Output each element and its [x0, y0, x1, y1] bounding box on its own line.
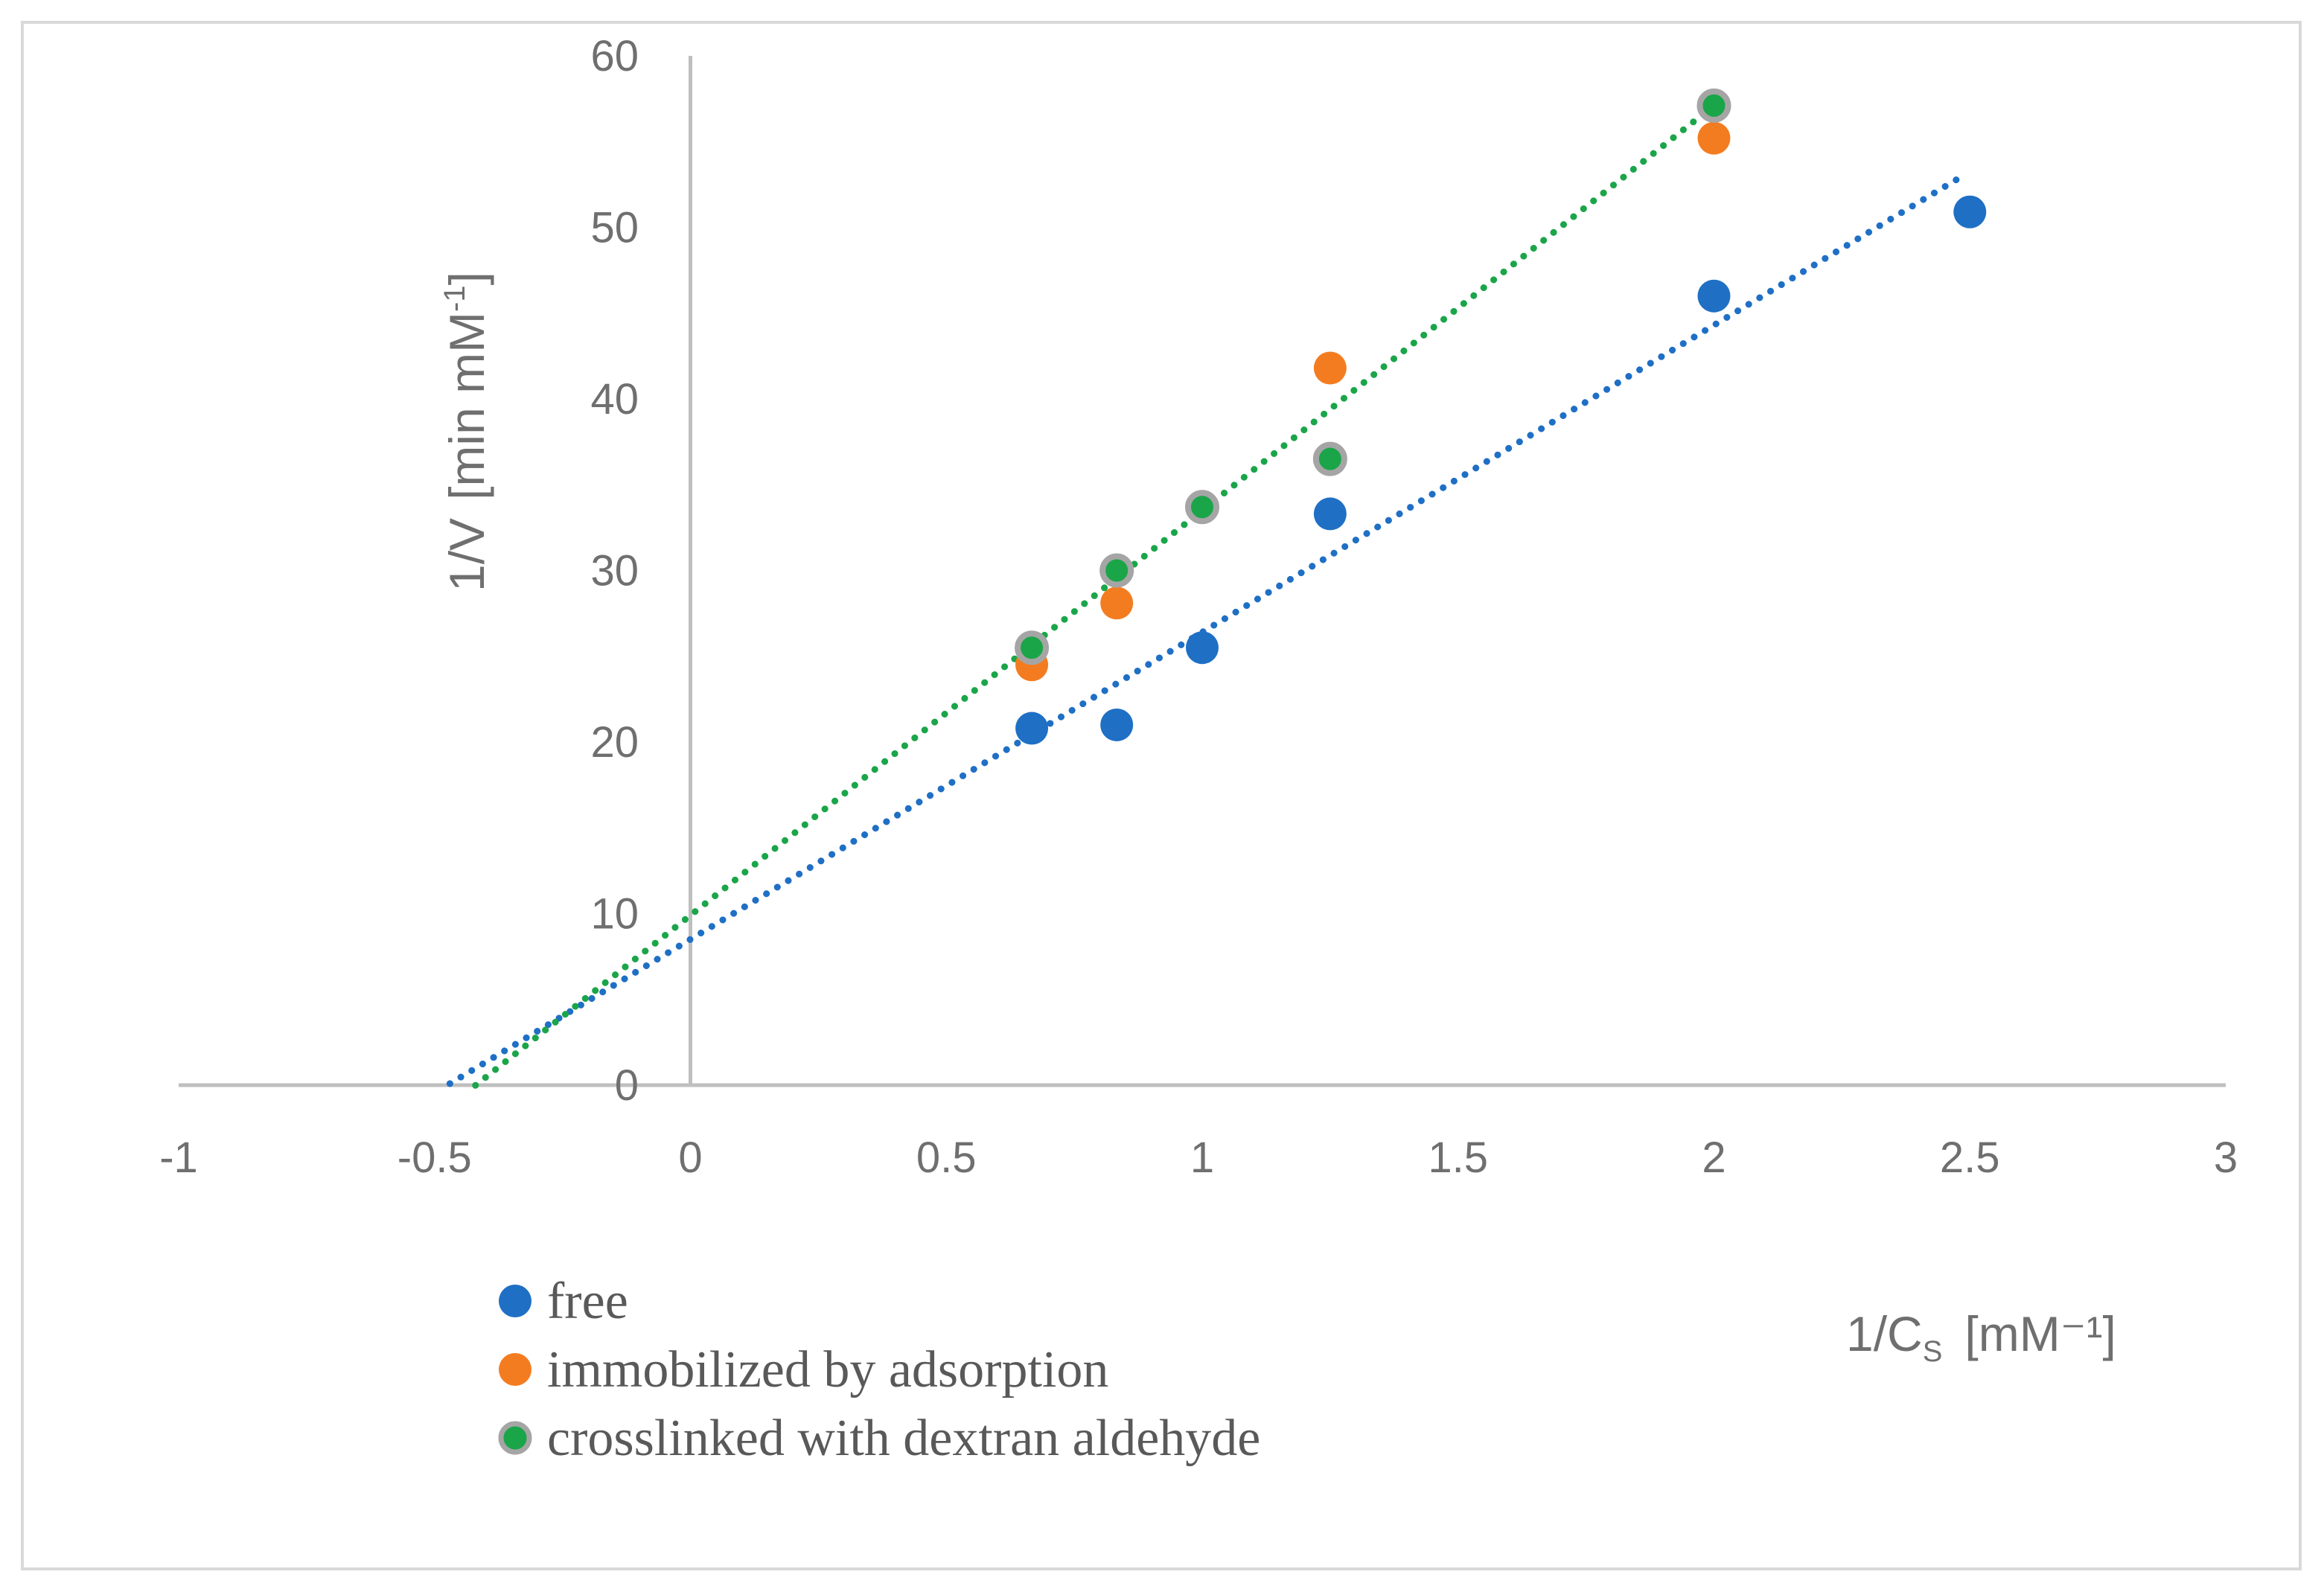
x-tick-label: 0.5: [916, 1134, 977, 1182]
x-axis-title: 1/CS [mM⁻¹]: [1846, 1306, 2116, 1368]
data-point-adsorption: [1313, 351, 1347, 385]
data-point-free: [1313, 497, 1347, 531]
legend-item-crosslinked: crosslinked with dextran aldehyde: [498, 1410, 1260, 1467]
trendline-free: [446, 174, 1963, 1087]
legend-marker-adsorption: [499, 1353, 531, 1386]
y-axis-title: 1/V[min mM-1]: [438, 272, 494, 592]
legend-label-free: free: [547, 1273, 628, 1330]
legend-item-free: free: [499, 1273, 628, 1330]
data-point-free: [1697, 279, 1731, 313]
data-point-crosslinked: [1099, 553, 1134, 588]
y-tick-label: 10: [590, 890, 639, 939]
axes-layer: [179, 56, 2226, 1087]
x-tick-label: 2.5: [1940, 1134, 2000, 1182]
data-point-crosslinked: [1312, 441, 1347, 476]
x-tick-label: 1: [1190, 1134, 1214, 1182]
x-tick-label: 0: [678, 1134, 702, 1182]
data-point-free: [1953, 195, 1987, 228]
legend: free immobilized by adsorption crosslink…: [498, 1273, 1260, 1467]
chart-frame: [21, 21, 2302, 1570]
data-point-crosslinked: [1696, 88, 1731, 123]
data-points-layer: [1015, 88, 1987, 745]
y-tick-label: 20: [590, 718, 639, 767]
legend-item-adsorption: immobilized by adsorption: [499, 1341, 1108, 1398]
data-point-free: [1100, 708, 1134, 741]
data-point-crosslinked: [1015, 630, 1050, 665]
x-tick-label: 3: [2214, 1134, 2238, 1182]
y-tick-label: 50: [590, 204, 639, 252]
legend-label-crosslinked: crosslinked with dextran aldehyde: [547, 1410, 1260, 1467]
x-tick-label: -0.5: [398, 1134, 472, 1182]
y-tick-label: 0: [615, 1061, 639, 1110]
trendlines-layer: [446, 102, 1963, 1089]
legend-marker-free: [499, 1285, 531, 1317]
data-point-free: [1015, 712, 1049, 745]
x-tick-label: 2: [1702, 1134, 1726, 1182]
y-tick-label: 40: [590, 375, 639, 423]
x-tick-label: 1.5: [1428, 1134, 1488, 1182]
data-point-adsorption: [1100, 586, 1134, 620]
y-tick-label: 30: [590, 547, 639, 595]
legend-label-adsorption: immobilized by adsorption: [547, 1341, 1108, 1398]
data-point-adsorption: [1697, 121, 1731, 155]
trendline-crosslinked: [472, 102, 1717, 1089]
data-point-free: [1186, 631, 1219, 665]
y-tick-label: 60: [590, 32, 639, 80]
x-tick-label: -1: [159, 1134, 198, 1182]
legend-marker-crosslinked: [498, 1421, 532, 1455]
data-point-crosslinked: [1185, 490, 1219, 525]
